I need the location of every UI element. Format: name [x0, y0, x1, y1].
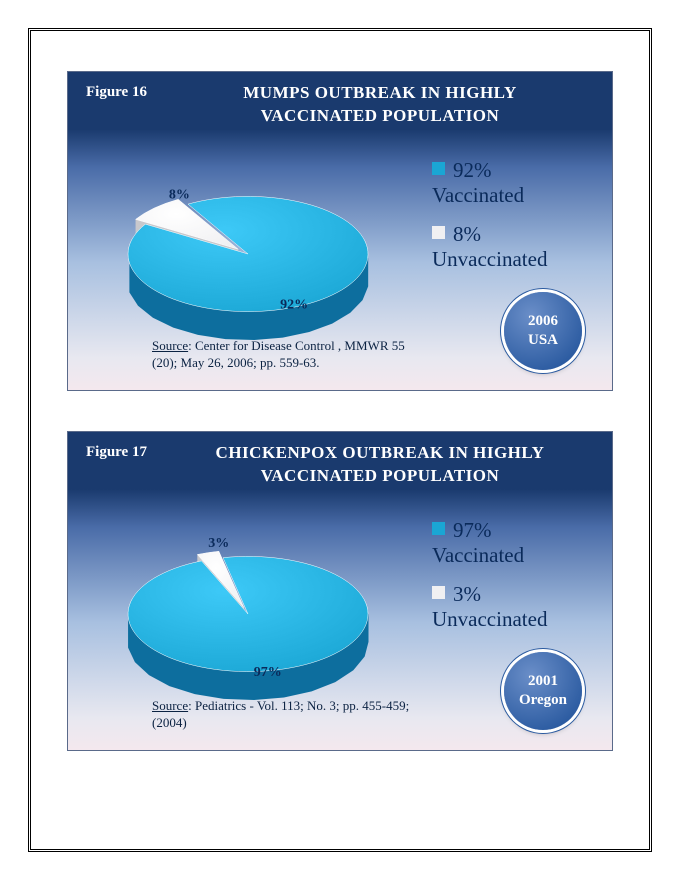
pie-chart: 92% 8%	[108, 144, 388, 344]
figure-label: Figure 16	[86, 84, 147, 101]
svg-text:97%: 97%	[254, 665, 282, 680]
legend-label: Vaccinated	[432, 183, 582, 208]
source-label: Source	[152, 338, 188, 353]
legend-item-vaccinated: 92% Vaccinated	[432, 158, 582, 208]
legend-swatch	[432, 586, 445, 599]
svg-text:3%: 3%	[208, 536, 229, 551]
legend-label: Vaccinated	[432, 543, 582, 568]
legend-label: Unvaccinated	[432, 607, 582, 632]
chart-title: CHICKENPOX OUTBREAK IN HIGHLY VACCINATED…	[188, 442, 572, 488]
legend: 92% Vaccinated 8% Unvaccinated	[432, 158, 582, 286]
legend-swatch	[432, 522, 445, 535]
legend-percent: 97%	[453, 518, 492, 543]
legend-item-vaccinated: 97% Vaccinated	[432, 518, 582, 568]
source-text: : Center for Disease Control , MMWR 55 (…	[152, 338, 405, 371]
year-badge: 2001 Oregon	[504, 652, 582, 730]
legend-percent: 3%	[453, 582, 481, 607]
source-text: : Pediatrics - Vol. 113; No. 3; pp. 455-…	[152, 698, 409, 731]
svg-text:92%: 92%	[280, 298, 308, 313]
source-citation: Source: Pediatrics - Vol. 113; No. 3; pp…	[152, 697, 412, 732]
legend-swatch	[432, 226, 445, 239]
legend-label: Unvaccinated	[432, 247, 582, 272]
page-frame: Figure 16 MUMPS OUTBREAK IN HIGHLY VACCI…	[28, 28, 652, 852]
svg-text:8%: 8%	[169, 187, 190, 202]
pie-svg: 92% 8%	[108, 144, 388, 354]
figure-label: Figure 17	[86, 444, 147, 461]
badge-year: 2006	[528, 312, 558, 331]
source-citation: Source: Center for Disease Control , MMW…	[152, 337, 412, 372]
pie-svg: 97% 3%	[108, 504, 388, 714]
figure-16-panel: Figure 16 MUMPS OUTBREAK IN HIGHLY VACCI…	[67, 71, 613, 391]
pie-chart: 97% 3%	[108, 504, 388, 704]
badge-region: USA	[528, 331, 558, 350]
chart-title: MUMPS OUTBREAK IN HIGHLY VACCINATED POPU…	[188, 82, 572, 128]
legend-item-unvaccinated: 8% Unvaccinated	[432, 222, 582, 272]
badge-region: Oregon	[519, 691, 567, 710]
legend-percent: 8%	[453, 222, 481, 247]
badge-year: 2001	[519, 672, 567, 691]
legend: 97% Vaccinated 3% Unvaccinated	[432, 518, 582, 646]
legend-swatch	[432, 162, 445, 175]
year-badge: 2006 USA	[504, 292, 582, 370]
legend-percent: 92%	[453, 158, 492, 183]
source-label: Source	[152, 698, 188, 713]
legend-item-unvaccinated: 3% Unvaccinated	[432, 582, 582, 632]
figure-17-panel: Figure 17 CHICKENPOX OUTBREAK IN HIGHLY …	[67, 431, 613, 751]
